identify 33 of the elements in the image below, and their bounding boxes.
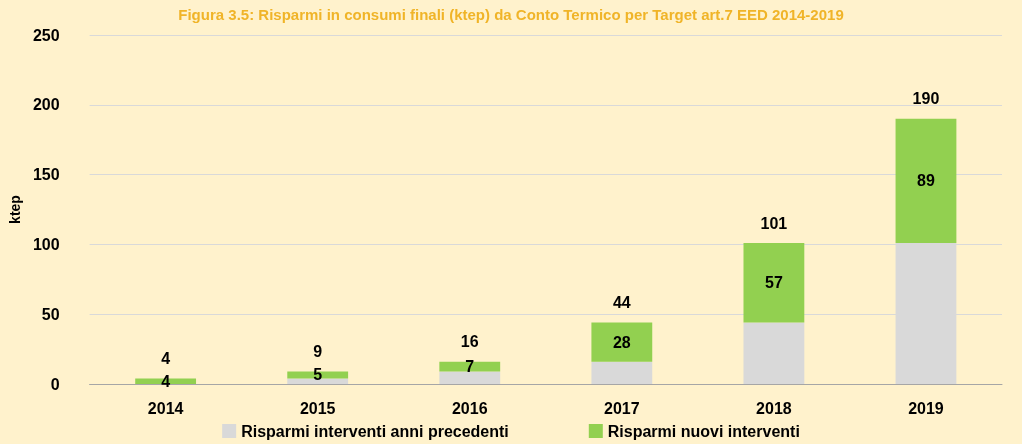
y-tick-label: 50 bbox=[41, 305, 60, 323]
y-tick-label: 200 bbox=[32, 96, 60, 114]
x-tick-label: 2019 bbox=[908, 399, 944, 417]
x-tick-label: 2016 bbox=[451, 399, 488, 417]
bar bbox=[895, 118, 957, 243]
x-tick-label: 2018 bbox=[756, 399, 792, 417]
y-tick-label: 0 bbox=[50, 375, 60, 393]
x-tick-label: 2014 bbox=[147, 399, 184, 417]
total-label: 9 bbox=[313, 342, 323, 360]
total-label: 101 bbox=[760, 214, 788, 232]
y-tick-label: 250 bbox=[32, 26, 60, 44]
legend-label: Risparmi nuovi interventi bbox=[607, 422, 800, 440]
y-axis-title: ktep bbox=[7, 195, 23, 224]
legend-label: Risparmi interventi anni precedenti bbox=[241, 422, 509, 440]
bar bbox=[591, 361, 653, 384]
total-label: 190 bbox=[912, 90, 940, 108]
bar bbox=[287, 378, 349, 384]
x-tick-label: 2017 bbox=[604, 399, 640, 417]
chart-title: Figura 3.5: Risparmi in consumi finali (ktep) da Conto Termico per Target art.7 EED 2014-2019 bbox=[178, 6, 844, 23]
total-label: 16 bbox=[460, 333, 479, 351]
total-label: 4 bbox=[161, 349, 171, 367]
data-label: 89 bbox=[917, 172, 935, 190]
bar bbox=[591, 322, 653, 362]
data-label: 28 bbox=[612, 333, 631, 351]
x-tick-label: 2015 bbox=[299, 399, 336, 417]
data-label: 7 bbox=[465, 358, 475, 376]
y-tick-label: 150 bbox=[32, 166, 60, 184]
y-tick-label: 100 bbox=[32, 235, 60, 253]
bar bbox=[743, 322, 805, 384]
data-label: 57 bbox=[765, 274, 783, 292]
total-label: 44 bbox=[612, 294, 631, 312]
bar bbox=[439, 371, 501, 384]
bar bbox=[743, 243, 805, 323]
